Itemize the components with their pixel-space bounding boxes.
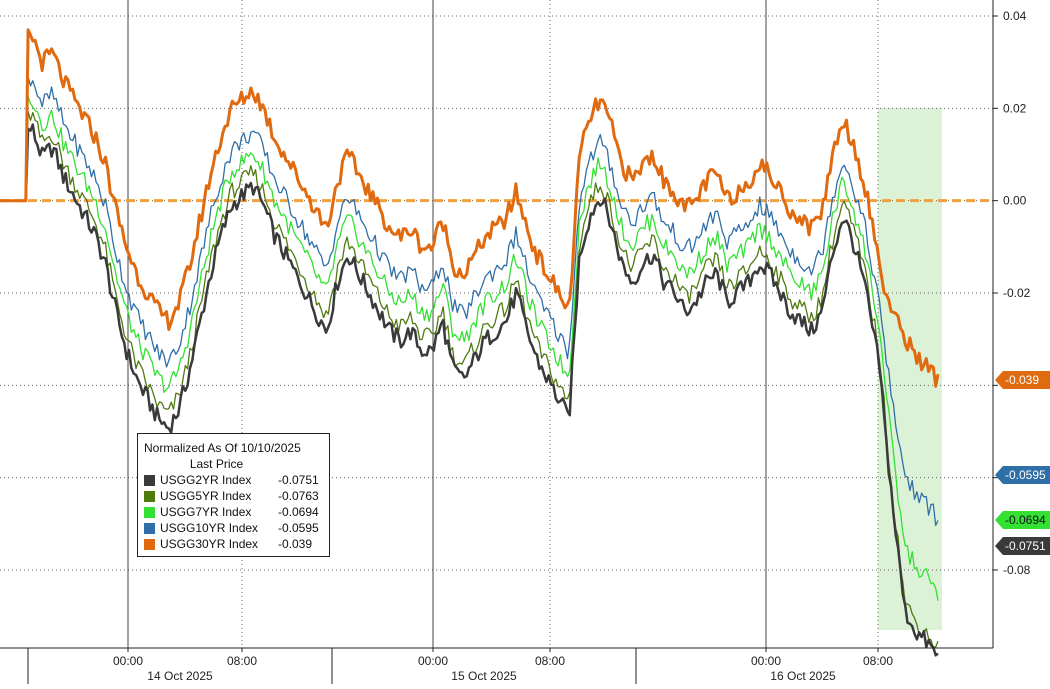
x-tick-label: 00:00 — [418, 654, 448, 668]
series-line-usgg7yr — [0, 95, 939, 601]
value-tag — [995, 537, 1050, 555]
value-tag-label: -0.039 — [1005, 373, 1039, 387]
legend-item-usgg2yr: USGG2YR Index -0.0751 — [144, 472, 329, 488]
legend-swatch — [144, 522, 155, 534]
legend: Normalized As Of 10/10/2025 Last Price U… — [137, 433, 330, 557]
legend-item-usgg10yr: USGG10YR Index -0.0595 — [144, 520, 329, 536]
legend-swatch — [144, 474, 155, 486]
legend-item-usgg5yr: USGG5YR Index -0.0763 — [144, 488, 329, 504]
legend-subtitle: Last Price — [189, 457, 244, 471]
legend-label: USGG10YR Index — [160, 521, 259, 535]
legend-label: USGG7YR Index — [160, 505, 252, 519]
series-line-usgg5yr — [0, 110, 939, 648]
legend-label: USGG5YR Index — [160, 489, 252, 503]
x-date-label: 15 Oct 2025 — [451, 669, 517, 683]
y-tick-label: -0.08 — [1003, 563, 1031, 577]
legend-value: -0.0694 — [278, 505, 319, 519]
x-date-label: 14 Oct 2025 — [147, 669, 213, 683]
value-tag-label: -0.0694 — [1005, 513, 1046, 527]
y-tick-label: 0.04 — [1003, 9, 1027, 23]
legend-swatch — [144, 538, 155, 550]
legend-swatch — [144, 506, 155, 518]
y-tick-label: 0.02 — [1003, 101, 1027, 115]
series-line-usgg30yr — [0, 28, 940, 388]
legend-label: USGG2YR Index — [160, 473, 252, 487]
value-tag-label: -0.0595 — [1005, 468, 1046, 482]
x-tick-label: 08:00 — [863, 654, 893, 668]
x-tick-label: 08:00 — [535, 654, 565, 668]
x-tick-label: 08:00 — [227, 654, 257, 668]
legend-value: -0.0763 — [278, 489, 319, 503]
value-tag — [995, 371, 1050, 389]
legend-swatch — [144, 490, 155, 502]
x-tick-label: 00:00 — [113, 654, 143, 668]
value-tag-label: -0.0751 — [1005, 539, 1046, 553]
y-tick-label: 0.00 — [1003, 194, 1027, 208]
legend-value: -0.0751 — [278, 473, 319, 487]
legend-value: -0.039 — [278, 537, 313, 551]
value-tag — [995, 466, 1050, 484]
value-tag — [995, 511, 1050, 529]
legend-value: -0.0595 — [278, 521, 319, 535]
legend-label: USGG30YR Index — [160, 537, 259, 551]
legend-item-usgg30yr: USGG30YR Index -0.039 — [144, 536, 329, 552]
legend-title: Normalized As Of 10/10/2025 — [144, 441, 301, 455]
series-line-usgg2yr — [0, 123, 939, 657]
x-tick-label: 00:00 — [751, 654, 781, 668]
legend-item-usgg7yr: USGG7YR Index -0.0694 — [144, 504, 329, 520]
y-tick-label: -0.02 — [1003, 286, 1031, 300]
series-line-usgg10yr — [0, 75, 939, 526]
x-date-label: 16 Oct 2025 — [770, 669, 836, 683]
